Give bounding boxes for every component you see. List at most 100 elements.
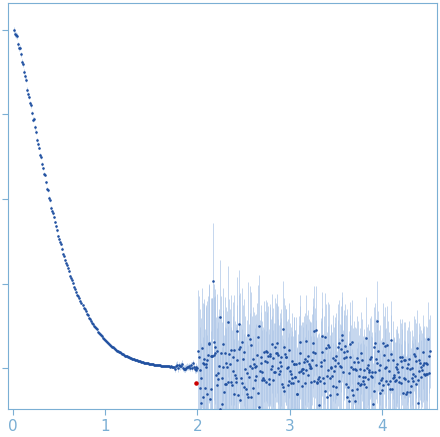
- Point: [280, 387, 287, 394]
- Point: [32, 124, 39, 131]
- Point: [351, 359, 358, 366]
- Point: [210, 352, 217, 359]
- Point: [119, 351, 126, 358]
- Point: [142, 360, 149, 367]
- Point: [304, 357, 311, 364]
- Point: [16, 44, 23, 51]
- Point: [59, 245, 66, 252]
- Point: [306, 364, 313, 371]
- Point: [303, 367, 310, 374]
- Point: [395, 378, 402, 385]
- Point: [26, 94, 33, 101]
- Point: [418, 364, 425, 371]
- Point: [421, 371, 428, 378]
- Point: [393, 361, 400, 368]
- Point: [211, 339, 218, 346]
- Point: [133, 357, 140, 364]
- Point: [328, 364, 335, 371]
- Point: [363, 364, 370, 371]
- Point: [125, 354, 132, 361]
- Point: [307, 363, 314, 370]
- Point: [101, 336, 108, 343]
- Point: [346, 353, 353, 360]
- Point: [71, 283, 78, 290]
- Point: [400, 389, 407, 396]
- Point: [115, 348, 122, 355]
- Point: [297, 368, 304, 375]
- Point: [26, 100, 33, 107]
- Point: [221, 380, 228, 387]
- Point: [96, 331, 103, 338]
- Point: [296, 359, 303, 366]
- Point: [67, 272, 74, 279]
- Point: [139, 359, 146, 366]
- Point: [153, 361, 160, 368]
- Point: [99, 334, 106, 341]
- Point: [380, 339, 387, 346]
- Point: [325, 367, 332, 374]
- Point: [384, 342, 391, 349]
- Point: [348, 339, 355, 346]
- Point: [228, 382, 235, 388]
- Point: [183, 364, 190, 371]
- Point: [324, 342, 331, 349]
- Point: [226, 408, 233, 415]
- Point: [324, 394, 331, 401]
- Point: [222, 381, 229, 388]
- Point: [248, 341, 255, 348]
- Point: [367, 355, 374, 362]
- Point: [424, 361, 431, 368]
- Point: [81, 306, 88, 313]
- Point: [426, 348, 433, 355]
- Point: [229, 367, 236, 374]
- Point: [268, 362, 275, 369]
- Point: [370, 388, 377, 395]
- Point: [352, 366, 359, 373]
- Point: [172, 365, 179, 372]
- Point: [128, 355, 135, 362]
- Point: [195, 353, 202, 360]
- Point: [413, 357, 420, 364]
- Point: [312, 350, 319, 357]
- Point: [415, 357, 422, 364]
- Point: [416, 368, 423, 375]
- Point: [338, 331, 345, 338]
- Point: [45, 187, 52, 194]
- Point: [116, 349, 123, 356]
- Point: [241, 366, 248, 373]
- Point: [239, 379, 246, 386]
- Point: [121, 351, 128, 358]
- Point: [359, 357, 366, 364]
- Point: [359, 373, 366, 380]
- Point: [231, 390, 238, 397]
- Point: [170, 363, 177, 370]
- Point: [43, 179, 50, 186]
- Point: [363, 334, 370, 341]
- Point: [171, 363, 178, 370]
- Point: [249, 385, 256, 392]
- Point: [310, 348, 317, 355]
- Point: [362, 383, 369, 390]
- Point: [197, 400, 204, 407]
- Point: [233, 378, 240, 385]
- Point: [300, 370, 307, 377]
- Point: [353, 385, 360, 392]
- Point: [220, 388, 227, 395]
- Point: [410, 370, 417, 377]
- Point: [268, 365, 275, 372]
- Point: [33, 128, 40, 135]
- Point: [57, 239, 64, 246]
- Point: [401, 357, 408, 364]
- Point: [75, 292, 82, 299]
- Point: [246, 374, 253, 381]
- Point: [340, 349, 347, 356]
- Point: [336, 339, 343, 346]
- Point: [398, 379, 405, 386]
- Point: [118, 350, 125, 357]
- Point: [374, 348, 381, 355]
- Point: [89, 320, 96, 327]
- Point: [186, 363, 193, 370]
- Point: [236, 343, 243, 350]
- Point: [179, 364, 186, 371]
- Point: [386, 378, 393, 385]
